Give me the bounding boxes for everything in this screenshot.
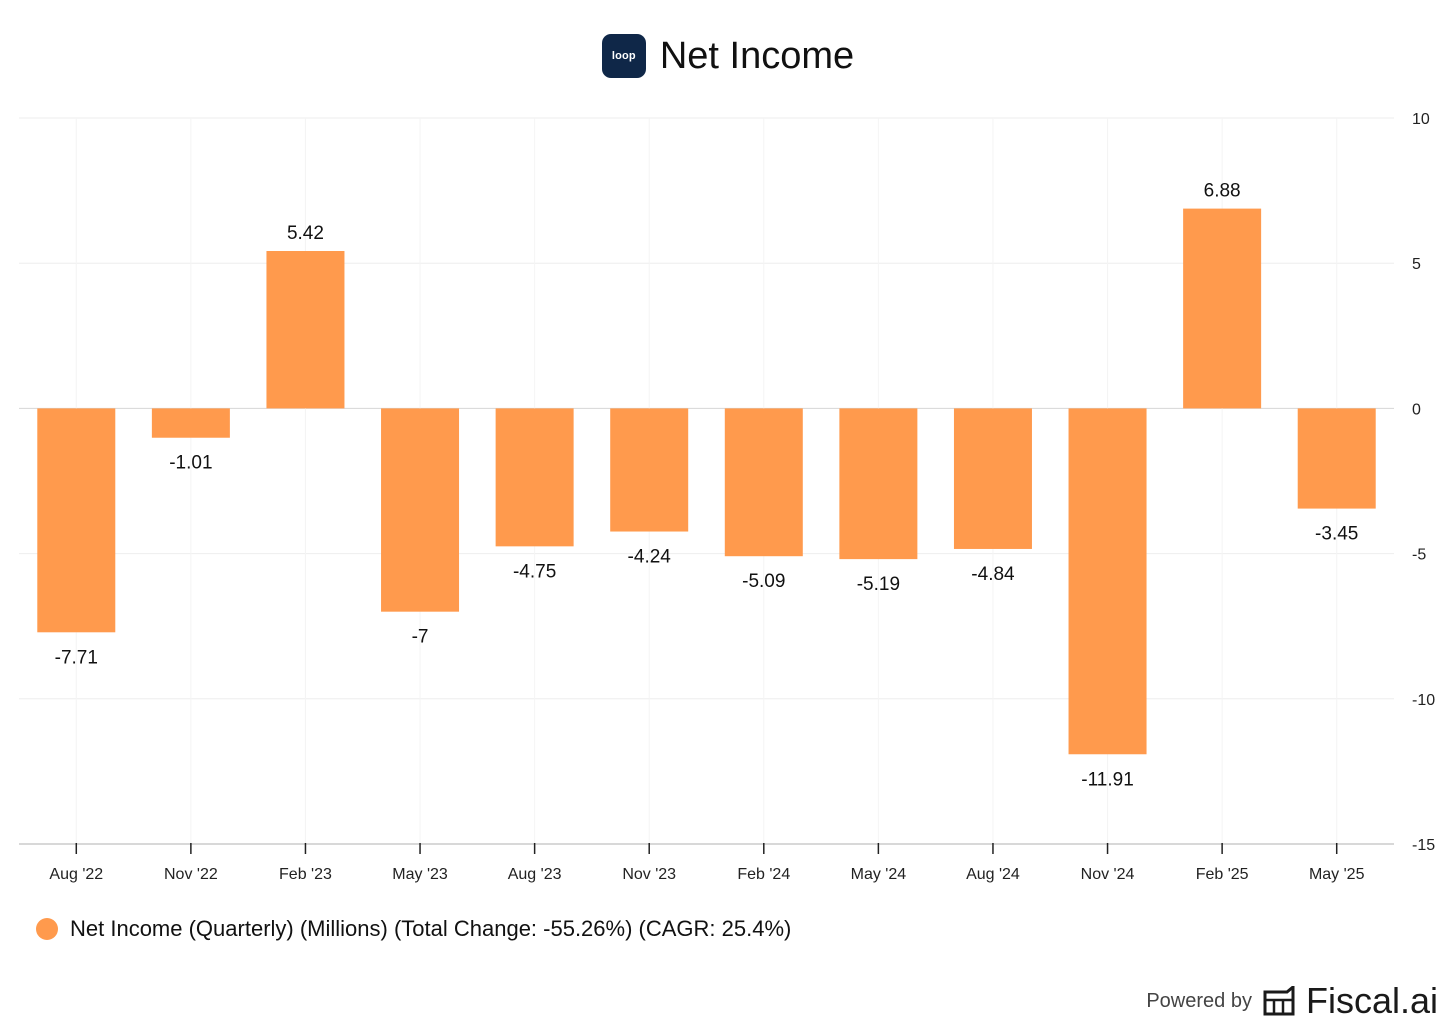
x-tick-label: May '25 [1309,866,1365,883]
x-tick-label: Feb '24 [737,866,790,883]
bar[interactable] [381,408,460,612]
x-tick-label: Aug '22 [49,866,103,883]
bar[interactable] [839,408,918,560]
y-tick-label: -5 [1412,547,1426,564]
legend-swatch [36,918,58,940]
y-tick-label: -15 [1412,837,1435,854]
bar-chart: -7.71 -1.01 5.42 -7 -4.75 -4.24 -5.09 -5.19 -4.8… [19,111,1435,883]
bar[interactable] [953,408,1032,549]
data-labels: -7.71 -1.01 5.42 -7 -4.75 -4.24 -5.09 -5.19 -4.8… [55,181,1359,791]
x-tick-label: Aug '24 [966,866,1020,883]
data-label: -4.84 [971,564,1015,585]
chart-title: Net Income [659,34,855,77]
fiscal-ai-icon [1263,986,1295,1016]
data-label: -4.75 [513,561,556,582]
bar[interactable] [151,408,230,438]
bar[interactable] [266,251,345,409]
bar[interactable] [1068,408,1147,755]
y-tick-label: 5 [1412,256,1421,273]
x-tick-label: Nov '23 [622,866,676,883]
bar[interactable] [724,408,803,557]
x-tick-label: Aug '23 [508,866,562,883]
fiscal-ai-brand: Fiscal.ai [1305,980,1438,1021]
x-tick-label: Feb '23 [279,866,332,883]
x-tick-label: Nov '22 [164,866,218,883]
legend-label: Net Income (Quarterly) (Millions) (Total… [70,916,792,941]
data-label: -3.45 [1315,524,1358,545]
powered-by-label: Powered by [1146,989,1252,1012]
y-tick-label: 10 [1412,111,1430,128]
data-label: 5.42 [287,223,324,244]
footer-attribution[interactable]: Powered by Fiscal.ai [1146,980,1438,1022]
data-label: 6.88 [1204,181,1241,202]
data-label: -5.09 [742,571,785,592]
chart-header: loop Net Income [0,28,1456,84]
bar[interactable] [495,408,574,547]
bar[interactable] [610,408,689,532]
y-axis: 10 5 0 -5 -10 -15 [1412,111,1435,854]
company-logo-text: loop [611,50,636,62]
data-label: -7 [412,627,429,648]
bars [37,208,1376,755]
x-tick-label: Feb '25 [1196,866,1249,883]
data-label: -5.19 [857,574,900,595]
bar[interactable] [1297,408,1376,509]
x-tick-label: May '23 [392,866,448,883]
data-label: -7.71 [55,647,98,668]
company-logo: loop [601,34,646,78]
y-tick-label: 0 [1412,401,1421,418]
data-label: -1.01 [169,453,212,474]
x-tick-label: May '24 [851,866,907,883]
data-label: -11.91 [1081,769,1133,790]
y-tick-label: -10 [1412,692,1435,709]
bar[interactable] [37,408,116,633]
data-label: -4.24 [628,547,672,568]
x-axis: Aug '22 Nov '22 Feb '23 May '23 Aug '23 Nov '… [19,843,1394,883]
x-tick-label: Nov '24 [1081,866,1135,883]
bar[interactable] [1183,208,1262,409]
legend[interactable]: Net Income (Quarterly) (Millions) (Total… [36,916,791,942]
